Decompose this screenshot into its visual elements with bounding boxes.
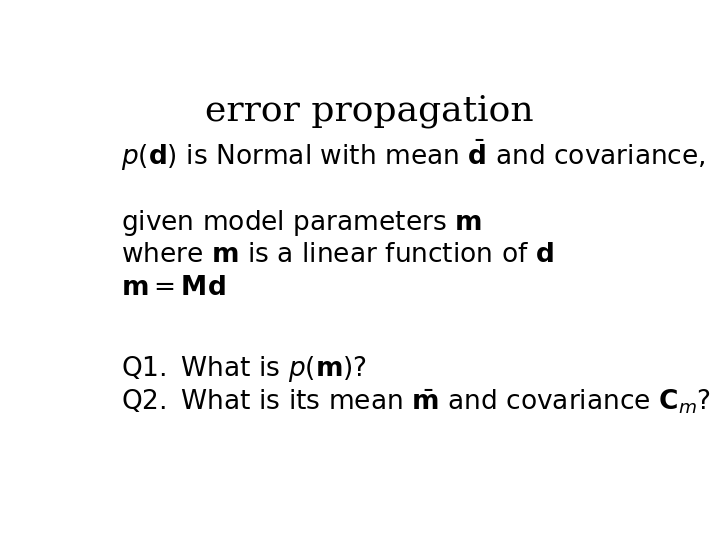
Text: $\mathrm{Q2.\ What\ is\ its\ mean}\ \bar{\mathbf{m}}\ \mathrm{and\ covariance}\ : $\mathrm{Q2.\ What\ is\ its\ mean}\ \bar… [121, 387, 711, 416]
Text: $p(\mathbf{d})\ \mathrm{is\ Normal\ with\ mean}\ \bar{\mathbf{d}}\ \mathrm{and\ : $p(\mathbf{d})\ \mathrm{is\ Normal\ with… [121, 138, 720, 173]
Text: error propagation: error propagation [204, 94, 534, 128]
Text: $\mathbf{m} = \mathbf{Md}$: $\mathbf{m} = \mathbf{Md}$ [121, 275, 225, 301]
Text: $\mathrm{where}\ \mathbf{m}\ \mathrm{is\ a\ linear\ function\ of}\ \mathbf{d}$: $\mathrm{where}\ \mathbf{m}\ \mathrm{is\… [121, 241, 554, 267]
Text: $\mathrm{given\ model\ parameters}\ \mathbf{m}$: $\mathrm{given\ model\ parameters}\ \mat… [121, 208, 482, 238]
Text: $\mathrm{Q1.\ What\ is}\ p(\mathbf{m})\mathrm{?}$: $\mathrm{Q1.\ What\ is}\ p(\mathbf{m})\m… [121, 354, 366, 384]
